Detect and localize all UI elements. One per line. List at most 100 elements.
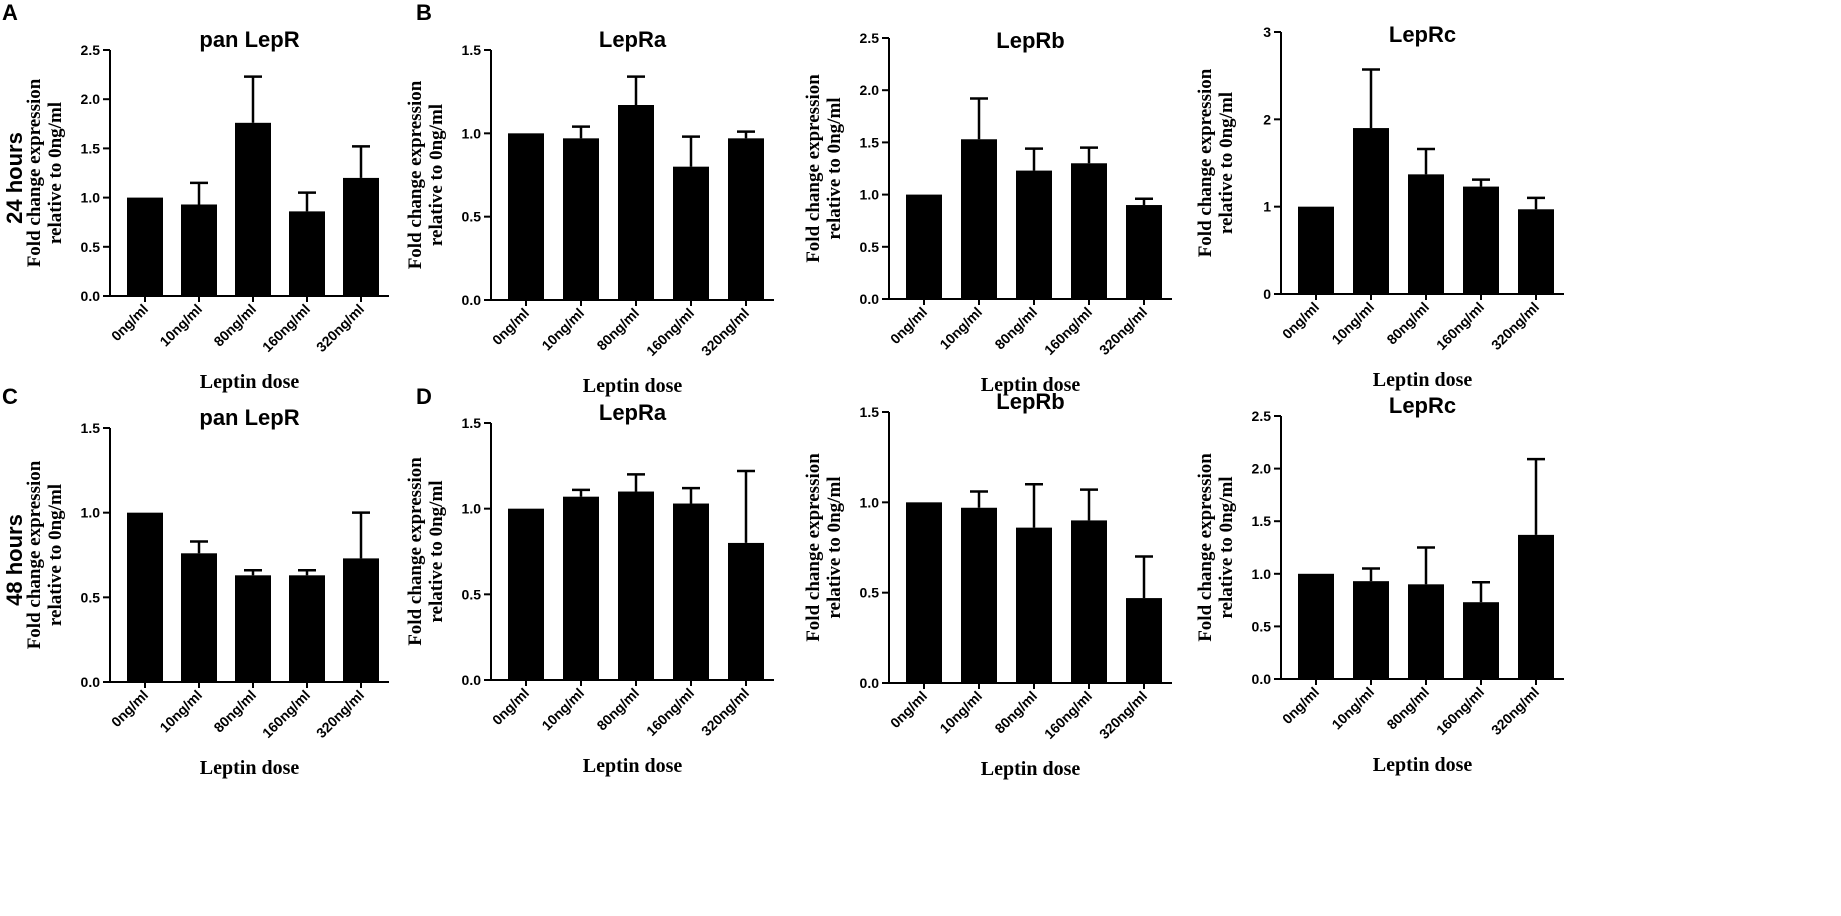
y-tick-label: 1.0 <box>860 187 880 203</box>
x-tick-label: 160ng/ml <box>259 301 313 355</box>
bar <box>127 197 163 296</box>
bar <box>618 105 654 300</box>
bar <box>563 496 599 680</box>
bar <box>1353 128 1389 294</box>
y-tick-label: 0.0 <box>81 288 101 304</box>
bar <box>673 166 709 300</box>
chart-8: LepRc Fold change expression relative to 0… <box>1195 393 1564 776</box>
chart-4: LepRc Fold change expression relative to 0… <box>1195 22 1564 391</box>
x-tick-label: 80ng/ml <box>1383 299 1432 348</box>
bar <box>728 138 764 300</box>
bar <box>235 575 271 682</box>
x-tick-label: 320ng/ml <box>313 687 367 741</box>
y-tick-label: 3 <box>1263 24 1271 40</box>
y-axis-label-line1: Fold change expression <box>803 453 824 642</box>
chart-title: LepRa <box>599 27 667 52</box>
chart-3: LepRb Fold change expression relative to 0… <box>803 28 1172 396</box>
x-tick-label: 160ng/ml <box>1041 688 1095 742</box>
x-tick-label: 320ng/ml <box>698 305 752 359</box>
x-tick-label: 0ng/ml <box>489 685 532 728</box>
y-axis-label-line2: relative to 0ng/ml <box>824 476 845 618</box>
bar <box>1016 170 1052 299</box>
x-axis-label: Leptin dose <box>981 758 1081 780</box>
x-tick-label: 80ng/ml <box>593 685 642 734</box>
x-tick-label: 0ng/ml <box>489 305 532 348</box>
x-tick-label: 320ng/ml <box>1096 304 1150 358</box>
y-tick-label: 1.0 <box>81 190 101 206</box>
x-tick-label: 0ng/ml <box>108 687 151 730</box>
y-tick-label: 1.0 <box>860 494 880 510</box>
x-tick-label: 80ng/ml <box>991 304 1040 353</box>
y-tick-label: 1 <box>1263 199 1271 215</box>
y-tick-label: 0.0 <box>860 291 880 307</box>
figure: A B C D 24 hours 48 hours pan LepR Fold c… <box>2 0 1564 780</box>
y-tick-label: 0.0 <box>462 292 482 308</box>
bar <box>563 138 599 300</box>
y-tick-label: 0.5 <box>860 585 880 601</box>
y-axis-label-line2: relative to 0ng/ml <box>1216 92 1237 234</box>
x-tick-label: 320ng/ml <box>1488 684 1542 738</box>
bar <box>728 542 764 680</box>
bar <box>1353 581 1389 679</box>
y-tick-label: 2.5 <box>81 42 101 58</box>
y-axis-label-line2: relative to 0ng/ml <box>426 480 447 622</box>
y-axis-label-line1: Fold change expression <box>24 78 45 267</box>
panel-letter-b: B <box>416 0 432 25</box>
bar <box>289 211 325 296</box>
chart-1: pan LepR Fold change expression relative t… <box>24 27 389 393</box>
bar <box>508 508 544 680</box>
x-axis-label: Leptin dose <box>583 375 683 397</box>
x-tick-label: 10ng/ml <box>156 301 205 350</box>
x-tick-label: 10ng/ml <box>538 685 587 734</box>
chart-title: LepRc <box>1389 393 1456 418</box>
bar <box>235 122 271 296</box>
x-tick-label: 320ng/ml <box>313 301 367 355</box>
row-label-24-hours: 24 hours <box>2 132 27 224</box>
x-tick-label: 160ng/ml <box>259 687 313 741</box>
bar <box>1408 584 1444 679</box>
y-tick-label: 0.0 <box>860 675 880 691</box>
x-axis-label: Leptin dose <box>583 755 683 777</box>
x-tick-label: 10ng/ml <box>936 304 985 353</box>
bar <box>906 502 942 683</box>
bar <box>343 177 379 296</box>
y-tick-label: 1.0 <box>81 505 101 521</box>
x-tick-label: 10ng/ml <box>936 688 985 737</box>
y-tick-label: 1.5 <box>462 415 482 431</box>
y-axis-label-line1: Fold change expression <box>405 457 426 646</box>
chart-title: LepRb <box>996 28 1064 53</box>
y-tick-label: 1.5 <box>81 140 101 156</box>
y-axis-label-line2: relative to 0ng/ml <box>1216 476 1237 618</box>
y-tick-label: 1.0 <box>462 501 482 517</box>
bar <box>181 204 217 296</box>
x-axis-label: Leptin dose <box>1373 369 1473 391</box>
x-tick-label: 10ng/ml <box>156 687 205 736</box>
x-tick-label: 320ng/ml <box>698 685 752 739</box>
bar <box>181 553 217 682</box>
y-tick-label: 0.5 <box>1252 618 1272 634</box>
y-tick-label: 1.5 <box>1252 513 1272 529</box>
y-axis-label-line1: Fold change expression <box>1195 68 1216 257</box>
bar <box>618 491 654 680</box>
panel-letter-c: C <box>2 384 18 409</box>
x-tick-label: 0ng/ml <box>887 688 930 731</box>
bar <box>1071 520 1107 683</box>
y-tick-label: 0.5 <box>81 239 101 255</box>
y-tick-label: 0.5 <box>860 239 880 255</box>
bar <box>1126 205 1162 299</box>
bar <box>343 558 379 682</box>
y-tick-label: 1.0 <box>1252 566 1272 582</box>
y-tick-label: 2.5 <box>1252 408 1272 424</box>
bar <box>1408 174 1444 294</box>
x-tick-label: 80ng/ml <box>593 305 642 354</box>
chart-title: LepRa <box>599 400 667 425</box>
y-tick-label: 0.5 <box>462 586 482 602</box>
bar <box>1463 602 1499 679</box>
y-tick-label: 0.0 <box>81 674 101 690</box>
y-axis-label-line1: Fold change expression <box>803 74 824 263</box>
y-tick-label: 2.5 <box>860 30 880 46</box>
y-axis-label-line1: Fold change expression <box>405 80 426 269</box>
bar <box>1463 186 1499 294</box>
x-tick-label: 160ng/ml <box>1433 684 1487 738</box>
chart-5: pan LepR Fold change expression relative t… <box>24 405 389 779</box>
